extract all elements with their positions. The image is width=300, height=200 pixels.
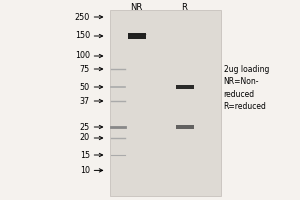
Text: 75: 75 [80,64,90,73]
Text: 2ug loading
NR=Non-
reduced
R=reduced: 2ug loading NR=Non- reduced R=reduced [224,65,269,111]
Text: 50: 50 [80,83,90,92]
Text: R: R [182,2,188,11]
Text: 250: 250 [75,12,90,21]
Bar [128,33,146,39]
Text: NR: NR [130,2,142,11]
Bar [176,85,194,89]
Text: 15: 15 [80,150,90,160]
Text: 10: 10 [80,166,90,175]
Text: 25: 25 [80,122,90,132]
Bar [176,125,194,129]
Text: 20: 20 [80,134,90,142]
Text: 150: 150 [75,31,90,40]
Text: 37: 37 [80,97,90,106]
Bar [110,10,220,196]
Text: 100: 100 [75,51,90,60]
